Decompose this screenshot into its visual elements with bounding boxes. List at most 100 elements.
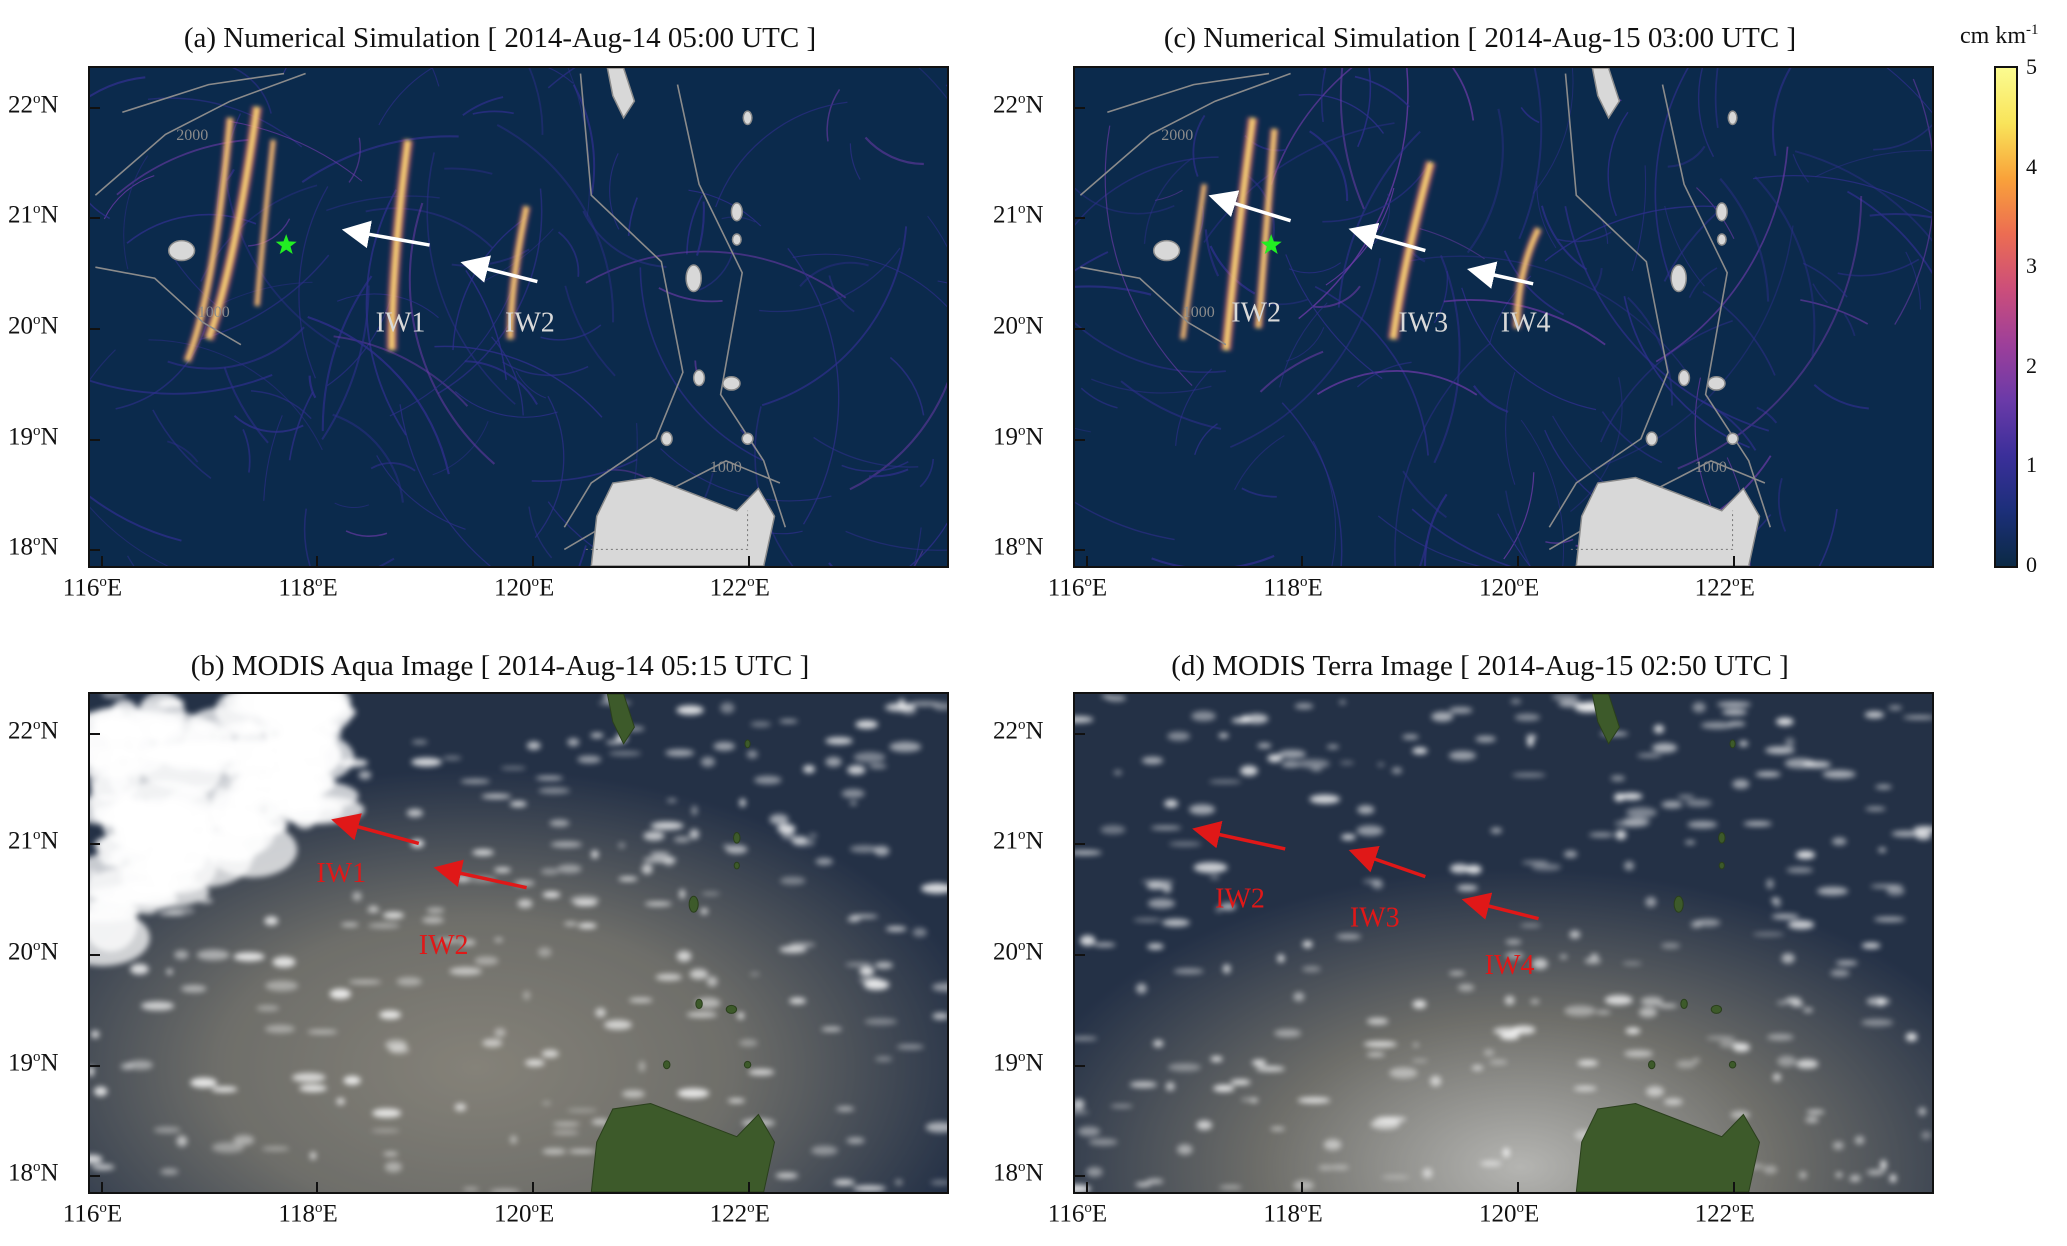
propagation-arrow [1348, 845, 1426, 879]
island [733, 861, 740, 870]
island [1710, 1004, 1723, 1014]
island [725, 1004, 738, 1014]
lat-tick-label: 21oN [993, 201, 1044, 229]
island [695, 998, 703, 1010]
bathymetry-label: 1000 [710, 459, 742, 476]
colorbar-unit: cm km-1 [1960, 22, 2039, 49]
bathymetry-label: 1000 [198, 304, 230, 321]
source-star-icon [275, 234, 297, 254]
island [1680, 998, 1688, 1010]
colorbar-tick-label: 4 [2026, 153, 2037, 179]
island [733, 832, 741, 844]
lon-tick-label: 118oE [278, 1200, 338, 1228]
wave-label: IW2 [1231, 297, 1281, 328]
island [1727, 110, 1738, 126]
grid-line [585, 510, 749, 550]
wave-label: IW1 [316, 858, 366, 889]
lat-tick-label: 19oN [8, 422, 59, 451]
bathymetry-contours [1079, 72, 1772, 551]
taiwan-land [606, 68, 636, 120]
island [1718, 861, 1725, 870]
wave-label: IW4 [1485, 950, 1535, 981]
satellite-map-b: IW1 IW2 [88, 692, 949, 1194]
island [1729, 739, 1736, 749]
bathymetry-label: 1000 [1695, 459, 1727, 476]
island [1647, 1060, 1656, 1070]
panel-d-title: (d) MODIS Terra Image [ 2014-Aug-15 02:5… [1171, 650, 1789, 682]
lat-tick-label: 18oN [993, 1159, 1044, 1187]
lon-tick-label: 118oE [1263, 1200, 1323, 1228]
propagation-arrow [341, 220, 430, 249]
land-masses [590, 694, 776, 1192]
lon-tick-label: 116oE [1047, 1200, 1108, 1228]
ocean-background [1075, 68, 1932, 566]
simulation-map-c: 2000 1000 1000 IW2 IW3 IW4 [1073, 66, 1934, 568]
simulation-map-a: 2000 1000 1000 IW1 IW2 [88, 66, 949, 568]
colorbar-tick-label: 3 [2026, 253, 2037, 279]
island [660, 431, 673, 447]
lat-tick-label: 19oN [8, 1048, 59, 1077]
bathymetry-label: 1000 [1183, 304, 1215, 321]
lon-tick-label: 120oE [1478, 1200, 1540, 1228]
wave-label: IW2 [1215, 884, 1265, 915]
lon-tick-label: 118oE [278, 574, 338, 602]
colorbar-tick-label: 0 [2026, 552, 2037, 577]
cloud-field [1075, 694, 1932, 1192]
wave-texture [1075, 68, 1932, 566]
wave-fronts [182, 105, 531, 363]
island [1677, 369, 1691, 387]
taiwan-land [606, 694, 635, 745]
panel-c-title: (c) Numerical Simulation [ 2014-Aug-15 0… [1163, 22, 1797, 54]
wave-label: IW3 [1398, 307, 1448, 338]
land-masses [1152, 68, 1761, 566]
lon-tick-label: 122oE [709, 1200, 770, 1228]
taiwan-land [1591, 68, 1621, 120]
lat-tick-label: 22oN [8, 90, 59, 119]
island [744, 739, 751, 749]
island [731, 233, 742, 246]
wave-label: IW2 [505, 307, 555, 338]
island [688, 895, 699, 913]
propagation-arrow [1208, 190, 1292, 223]
wave-label: IW4 [1501, 307, 1551, 338]
island [692, 369, 706, 387]
island [1707, 376, 1726, 391]
colorbar-tick-label: 5 [2026, 54, 2037, 79]
island [743, 1060, 752, 1069]
wave-label: IW2 [419, 930, 469, 961]
propagation-arrow [1348, 222, 1426, 253]
lon-tick-label: 116oE [62, 1200, 123, 1228]
lat-tick-label: 19oN [993, 422, 1044, 451]
island [1670, 264, 1687, 293]
lat-tick-label: 20oN [993, 938, 1044, 966]
map-canvas: IW1 IW2 [90, 694, 947, 1192]
lat-tick-label: 20oN [993, 312, 1044, 340]
lat-tick-label: 20oN [8, 938, 59, 966]
map-canvas: 2000 1000 1000 IW2 IW3 IW4 [1075, 68, 1932, 566]
lat-tick-label: 21oN [8, 201, 59, 229]
lat-tick-label: 22oN [993, 90, 1044, 119]
island [1673, 895, 1684, 913]
island [1726, 432, 1739, 446]
colorbar-tick-label: 1 [2026, 452, 2037, 478]
propagation-arrow [460, 255, 538, 284]
lon-tick-label: 122oE [1694, 574, 1755, 602]
lon-tick-label: 122oE [1694, 1200, 1755, 1228]
sea-shade [1075, 694, 1932, 1192]
ocean-background [90, 68, 947, 566]
grid-line [1570, 510, 1734, 550]
taiwan-land [1591, 694, 1620, 745]
island [1715, 202, 1728, 222]
propagation-arrow [1461, 892, 1539, 921]
island [1728, 1060, 1737, 1069]
lon-tick-label: 122oE [709, 574, 770, 602]
lat-tick-label: 22oN [8, 716, 59, 745]
propagation-arrow [1192, 820, 1286, 851]
bathymetry-label: 2000 [1161, 127, 1193, 144]
colorbar [1994, 66, 2018, 568]
lat-tick-label: 20oN [8, 312, 59, 340]
lat-tick-label: 18oN [8, 1159, 59, 1187]
map-canvas: 2000 1000 1000 IW1 IW2 [90, 68, 947, 566]
lat-tick-label: 21oN [8, 827, 59, 855]
island [722, 376, 741, 391]
